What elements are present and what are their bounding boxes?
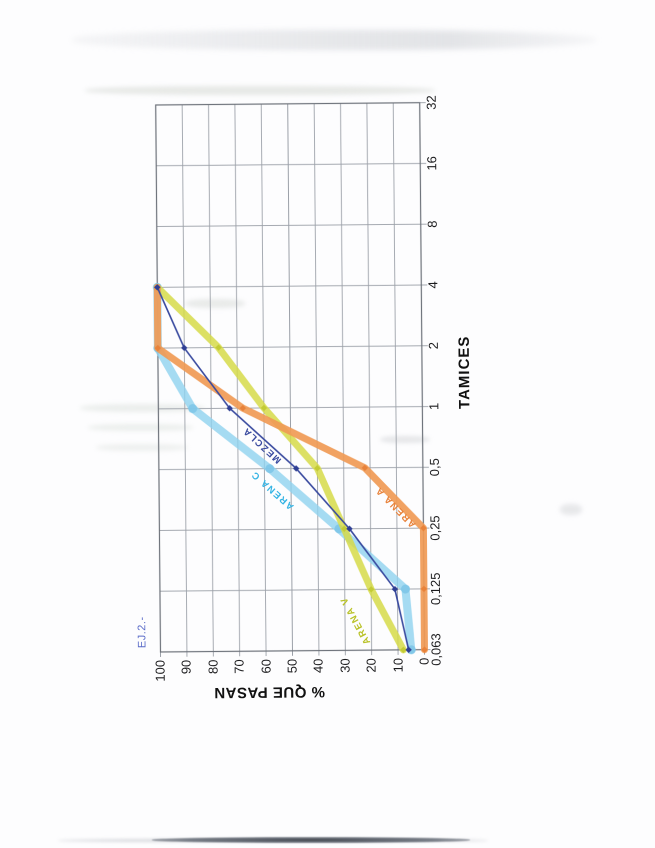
series-marker bbox=[345, 525, 353, 532]
series-marker bbox=[400, 584, 410, 594]
x-axis-title: TAMICES bbox=[455, 335, 473, 409]
y-axis-tick-labels: 100 90 80 70 60 50 40 30 20 10 0 bbox=[0, 3, 431, 848]
plot-border bbox=[154, 101, 425, 653]
y-axis-title: % QUE PASAN bbox=[213, 682, 325, 701]
gridline-vertical bbox=[155, 162, 426, 166]
y-tick-label: 20 bbox=[363, 657, 379, 673]
x-tick-label: 32 bbox=[423, 94, 439, 110]
exercise-annotation: EJ.2.- bbox=[135, 615, 148, 648]
gridline-horizontal bbox=[181, 104, 187, 657]
gridline-vertical bbox=[156, 284, 427, 288]
x-tick-label: 0,5 bbox=[426, 457, 442, 476]
x-tick-label: 0,063 bbox=[427, 632, 444, 666]
gridline-vertical bbox=[158, 527, 429, 531]
gridline-horizontal bbox=[392, 102, 399, 655]
series-marker bbox=[153, 283, 160, 291]
x-tick-label: 8 bbox=[424, 219, 440, 228]
x-tick-label: 1 bbox=[425, 402, 441, 410]
gridline-vertical bbox=[156, 223, 427, 227]
series-marker bbox=[419, 524, 427, 531]
gridline-horizontal bbox=[313, 103, 319, 656]
x-tick-label: 2 bbox=[425, 341, 441, 349]
gridline-vertical bbox=[159, 587, 430, 592]
gridline-vertical bbox=[157, 344, 428, 349]
plot-area bbox=[152, 101, 430, 657]
series-marker bbox=[340, 525, 347, 532]
gridline-horizontal bbox=[260, 103, 267, 656]
x-axis-tick-labels: 0,063 0,125 0,25 0,5 1 2 4 8 16 32 bbox=[0, 3, 443, 848]
x-tick-label: 4 bbox=[424, 280, 440, 289]
series-marker bbox=[264, 463, 274, 473]
x-tick-label: 0,25 bbox=[426, 514, 443, 541]
gridline-horizontal bbox=[339, 102, 346, 655]
series-marker bbox=[187, 403, 197, 413]
x-tick-label: 16 bbox=[423, 155, 439, 171]
y-tick-label: 100 bbox=[152, 659, 168, 682]
x-tick-label: 0,125 bbox=[427, 571, 443, 605]
y-tick-label: 10 bbox=[389, 657, 405, 672]
gridline-horizontal bbox=[286, 103, 293, 656]
